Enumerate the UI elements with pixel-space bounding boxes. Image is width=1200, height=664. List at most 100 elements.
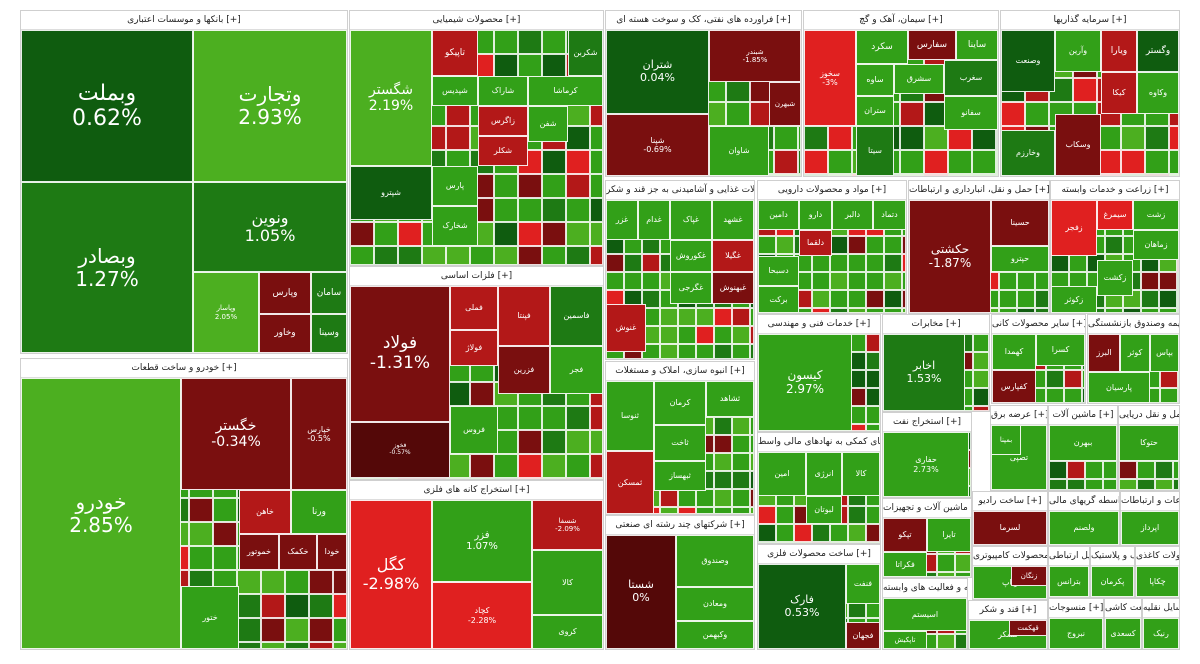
- stock-tile[interactable]: کچاد -2.28%: [432, 582, 532, 649]
- sector-panel[interactable]: ماشین آلات [+] ببهرن: [1048, 405, 1118, 491]
- sector-header[interactable]: تولید محصولات کامپیوتری [+]: [973, 547, 1047, 566]
- sector-panel[interactable]: فراورده های نفتی، کک و سوخت هسته ای [+] ش…: [605, 10, 802, 177]
- stock-tile[interactable]: زکشت: [1097, 260, 1133, 296]
- sector-header[interactable]: انبوه سازی، املاک و مستغلات [+]: [606, 362, 754, 381]
- stock-tile[interactable]: فکراتا: [883, 552, 927, 577]
- sector-panel[interactable]: سرمایه گذاریها [+] وگستر ویارا وآرین وسکاب وص…: [1000, 10, 1180, 177]
- sector-panel[interactable]: صنعت کاشی [+] کسعدی: [1104, 598, 1142, 650]
- stock-tile[interactable]: غبهنوش: [712, 272, 754, 304]
- sector-header[interactable]: مواد و محصولات دارویی [+]: [758, 181, 906, 200]
- stock-tile[interactable]: دامین: [758, 200, 799, 230]
- stock-tile[interactable]: فولاد -1.31%: [350, 286, 450, 422]
- sector-panel[interactable]: حمل و نقل، انبارداری و ارتباطات [+] حکشتی…: [908, 180, 1050, 314]
- stock-tile[interactable]: بمپنا: [991, 425, 1021, 455]
- stock-tile[interactable]: کفپارس: [992, 370, 1036, 403]
- stock-tile[interactable]: کالا: [532, 550, 603, 615]
- stock-tile[interactable]: ثمسکن: [606, 451, 654, 514]
- stock-tile[interactable]: دلقما: [799, 230, 832, 256]
- stock-tile[interactable]: شفن: [528, 106, 568, 142]
- stock-tile[interactable]: ورنا: [291, 490, 347, 534]
- stock-tile[interactable]: پارسیان: [1088, 372, 1150, 403]
- sector-panel[interactable]: ساخت محصولات کاغذی [+] چکاپا: [1135, 546, 1180, 598]
- stock-tile[interactable]: فملی: [450, 286, 498, 330]
- stock-tile[interactable]: شاراک: [478, 76, 528, 106]
- stock-tile[interactable]: شستا 0%: [606, 535, 676, 649]
- sector-header[interactable]: اطلاعات و ارتباطات [+]: [1121, 492, 1179, 511]
- stock-tile[interactable]: حسینا: [991, 200, 1049, 246]
- sector-header[interactable]: حمل و نقل، انبارداری و ارتباطات [+]: [909, 181, 1049, 200]
- stock-tile[interactable]: ومعادن: [676, 587, 754, 621]
- stock-tile[interactable]: لبوتان: [806, 496, 842, 524]
- sector-panel[interactable]: سایر محصولات کانی [+] کسرا کهمدا کفپارس: [991, 314, 1086, 404]
- stock-tile[interactable]: سفانو: [944, 96, 998, 130]
- stock-tile[interactable]: دارو: [799, 200, 832, 230]
- sector-panel[interactable]: زراعت و خدمات وابسته [+] زشت زفجر سیمرغ زماه…: [1050, 180, 1180, 314]
- stock-tile[interactable]: کسرا: [1036, 334, 1085, 366]
- stock-tile[interactable]: فجر: [550, 346, 603, 394]
- stock-tile[interactable]: فارک 0.53%: [758, 564, 846, 649]
- stock-tile[interactable]: سشرق: [894, 64, 944, 94]
- stock-tile[interactable]: کوثر: [1120, 334, 1150, 372]
- stock-tile[interactable]: زفجر: [1051, 200, 1097, 256]
- stock-tile[interactable]: فاسمین: [550, 286, 603, 346]
- stock-tile[interactable]: ستران: [856, 96, 894, 126]
- stock-tile[interactable]: سغرب: [944, 60, 998, 96]
- stock-tile[interactable]: غپاک: [670, 200, 712, 240]
- stock-tile[interactable]: چکاپا: [1136, 566, 1179, 597]
- stock-tile[interactable]: غشهد: [712, 200, 754, 240]
- sector-panel[interactable]: محصولات غذایی و آشامیدنی به جز قند و شکر…: [605, 180, 755, 360]
- stock-tile[interactable]: کیکا: [1101, 72, 1137, 114]
- stock-tile[interactable]: بترانس: [1049, 566, 1089, 597]
- stock-tile[interactable]: اپرداز: [1121, 511, 1179, 545]
- stock-tile[interactable]: غگرجی: [670, 272, 712, 304]
- stock-tile[interactable]: ونوین 1.05%: [193, 182, 347, 272]
- sector-header[interactable]: سایر محصولات کانی [+]: [992, 315, 1085, 334]
- stock-tile[interactable]: وکاوه: [1137, 72, 1179, 114]
- stock-tile[interactable]: شبندر -1.85%: [709, 30, 801, 82]
- sector-header[interactable]: محصولات غذایی و آشامیدنی به جز قند و شکر…: [606, 181, 754, 200]
- sector-header[interactable]: فلزات اساسی [+]: [350, 267, 603, 286]
- sector-header[interactable]: عرضه برق [+]: [991, 406, 1047, 425]
- stock-tile[interactable]: وتجارت 2.93%: [193, 30, 347, 182]
- stock-tile[interactable]: غگیلا: [712, 240, 754, 272]
- stock-tile[interactable]: سیتا: [856, 126, 894, 176]
- sector-panel[interactable]: مخابرات [+] اخابر 1.53%: [882, 314, 990, 412]
- stock-tile[interactable]: غدام: [638, 200, 670, 240]
- sector-panel[interactable]: ساخت دستگاهها و وسایل ارتباطی [+] بترانس: [1048, 546, 1090, 598]
- stock-tile[interactable]: تپکو: [883, 518, 927, 552]
- stock-tile[interactable]: شکلر: [478, 136, 528, 166]
- sector-panel[interactable]: منسوجات [+] نبروج: [1048, 598, 1104, 650]
- stock-tile[interactable]: شاوان: [709, 126, 769, 176]
- sector-panel[interactable]: ساخت محصولات فلزی [+] فارک 0.53% فنفت فجهان: [757, 544, 881, 650]
- stock-tile[interactable]: وپاسار 2.05%: [193, 272, 259, 353]
- stock-tile[interactable]: ولصنم: [1049, 511, 1119, 545]
- stock-tile[interactable]: حتوکا: [1119, 425, 1179, 461]
- stock-tile[interactable]: شسفا -2.09%: [532, 500, 603, 550]
- stock-tile[interactable]: فولاژ: [450, 330, 498, 366]
- stock-tile[interactable]: شگستر 2.19%: [350, 30, 432, 166]
- sector-header[interactable]: زراعت و خدمات وابسته [+]: [1051, 181, 1179, 200]
- stock-tile[interactable]: شپدیس: [432, 76, 478, 106]
- sector-panel[interactable]: محصولات شیمیایی [+] شگستر 2.19% تاپیکو شپدیس…: [349, 10, 604, 266]
- sector-panel[interactable]: رایانه و فعالیت های وابسته [+] اسیستم تاپک…: [882, 578, 968, 650]
- stock-tile[interactable]: خکمک: [279, 534, 317, 570]
- stock-tile[interactable]: قهکمت: [1009, 620, 1047, 636]
- stock-tile[interactable]: بپاس: [1150, 334, 1179, 372]
- stock-tile[interactable]: ثشاهد: [706, 381, 754, 417]
- stock-tile[interactable]: خاهن: [239, 490, 291, 534]
- stock-tile[interactable]: وکبهمن: [676, 621, 754, 649]
- stock-tile[interactable]: ببهرن: [1049, 425, 1117, 461]
- sector-panel[interactable]: سایر واسطه گریهای مالی [+] ولصنم: [1048, 491, 1120, 546]
- stock-tile[interactable]: سیمرغ: [1097, 200, 1133, 230]
- sector-header[interactable]: صنعت کاشی [+]: [1105, 599, 1141, 618]
- sector-header[interactable]: حمل و نقل دریایی [+]: [1119, 406, 1179, 425]
- sector-panel[interactable]: استخراج نفت [+] حفاری 2.73%: [882, 412, 972, 498]
- sector-panel[interactable]: خودرو و ساخت قطعات [+] خودرو 2.85% خگستر -0.…: [20, 358, 348, 650]
- stock-tile[interactable]: وسکاب: [1055, 114, 1101, 176]
- sector-panel[interactable]: قند و شکر [+] قشکر قهکمت: [968, 600, 1048, 650]
- sector-panel[interactable]: سیمان، آهک و گچ [+] سفارس ساینا سکرد سشرق سخو…: [803, 10, 999, 177]
- sector-header[interactable]: استخراج کانه های فلزی [+]: [350, 481, 603, 500]
- stock-tile[interactable]: تاپکیش: [883, 631, 927, 649]
